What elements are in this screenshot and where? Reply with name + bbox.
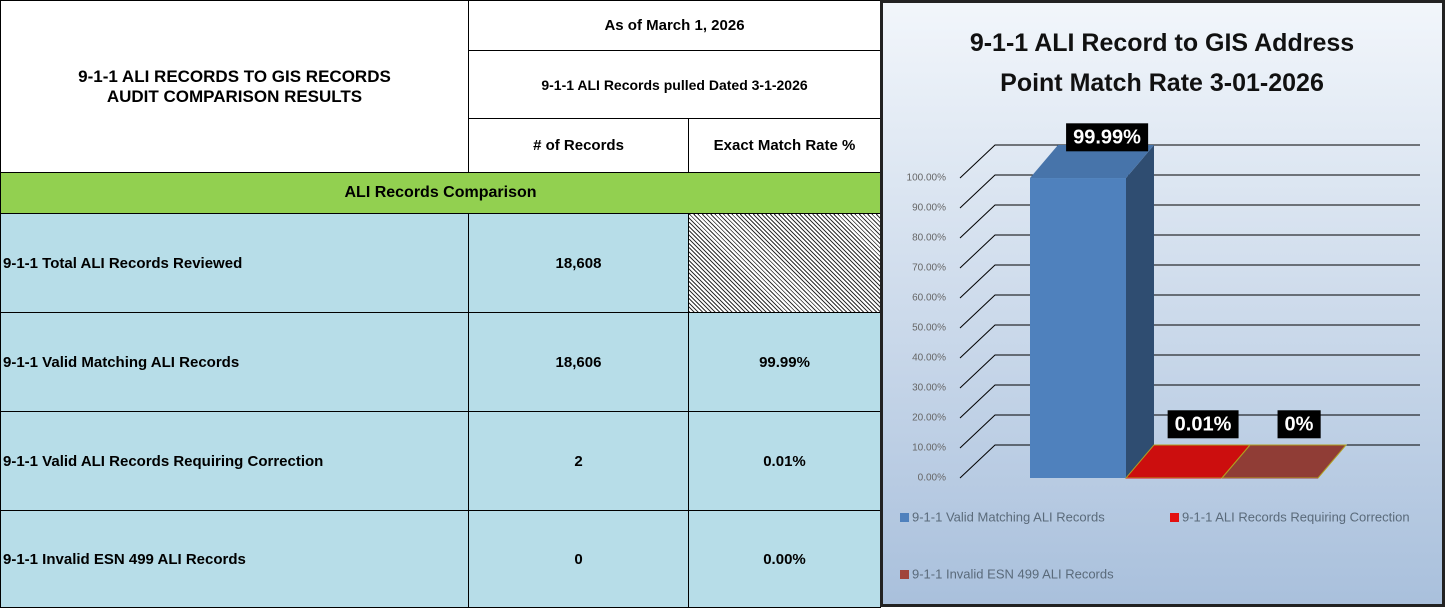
data-label-box [1167, 410, 1239, 439]
legend-label: 9-1-1 ALI Records Requiring Correction [1182, 509, 1410, 524]
legend-swatch [900, 570, 909, 579]
chart-title: 9-1-1 ALI Record to GIS Address Point Mat… [970, 29, 1354, 97]
y-tick-label: 90.00% [912, 203, 946, 214]
legend-swatch [900, 513, 909, 522]
grid-line [959, 204, 1420, 239]
grid-line [959, 174, 1420, 209]
data-label-box [1277, 410, 1321, 439]
bar [1222, 478, 1318, 479]
chart-background [880, 0, 1445, 607]
section-header: ALI Records Comparison [0, 172, 881, 214]
y-tick-label: 40.00% [912, 353, 946, 364]
y-tick-label: 0.00% [918, 473, 946, 484]
data-label: 0% [1285, 413, 1314, 435]
column-header: # of Records [468, 118, 689, 173]
row-label: 9-1-1 Invalid ESN 499 ALI Records [0, 510, 469, 608]
y-tick-label: 80.00% [912, 233, 946, 244]
y-tick-label: 20.00% [912, 413, 946, 424]
cell: 0 [468, 510, 689, 608]
y-tick-label: 70.00% [912, 263, 946, 274]
y-tick-label: 30.00% [912, 383, 946, 394]
row-label: 9-1-1 Valid ALI Records Requiring Correc… [0, 411, 469, 511]
cell: 18,608 [468, 213, 689, 313]
grid-line [959, 384, 1420, 419]
cell: 18,606 [468, 312, 689, 412]
data-label: 0.01% [1175, 413, 1232, 435]
bar [1126, 477, 1222, 479]
cell: 0.00% [688, 510, 881, 608]
grid-line [959, 234, 1420, 269]
y-tick-label: 100.00% [907, 173, 947, 184]
bar-top [1030, 145, 1154, 179]
legend-label: 9-1-1 Invalid ESN 499 ALI Records [912, 566, 1114, 581]
cell: 2 [468, 411, 689, 511]
bar [1030, 178, 1126, 478]
y-tick-label: 50.00% [912, 323, 946, 334]
legend-label: 9-1-1 Valid Matching ALI Records [912, 509, 1105, 524]
cell: 0.01% [688, 411, 881, 511]
as-of: As of March 1, 2026 [468, 0, 881, 51]
pulled: 9-1-1 ALI Records pulled Dated 3-1-2026 [468, 50, 881, 119]
cell: 99.99% [688, 312, 881, 412]
grid-line [959, 324, 1420, 359]
bar-side [1126, 145, 1154, 478]
grid-line [959, 144, 1420, 179]
y-tick-label: 60.00% [912, 293, 946, 304]
column-header: Exact Match Rate % [688, 118, 881, 173]
row-label: 9-1-1 Total ALI Records Reviewed [0, 213, 469, 313]
legend-swatch [1170, 513, 1179, 522]
data-label-box [1066, 123, 1149, 152]
hatched-cell [688, 213, 881, 313]
audit-table: 9-1-1 ALI RECORDS TO GIS RECORDS AUDIT C… [0, 0, 881, 608]
grid-line [959, 354, 1420, 389]
data-label: 99.99% [1073, 126, 1141, 148]
row-label: 9-1-1 Valid Matching ALI Records [0, 312, 469, 412]
grid-line [959, 264, 1420, 299]
chart: 9-1-1 ALI Record to GIS Address Point Mat… [880, 0, 1445, 607]
y-tick-label: 10.00% [912, 443, 946, 454]
grid-line [959, 294, 1420, 329]
table-title: 9-1-1 ALI RECORDS TO GIS RECORDS AUDIT C… [0, 0, 469, 173]
